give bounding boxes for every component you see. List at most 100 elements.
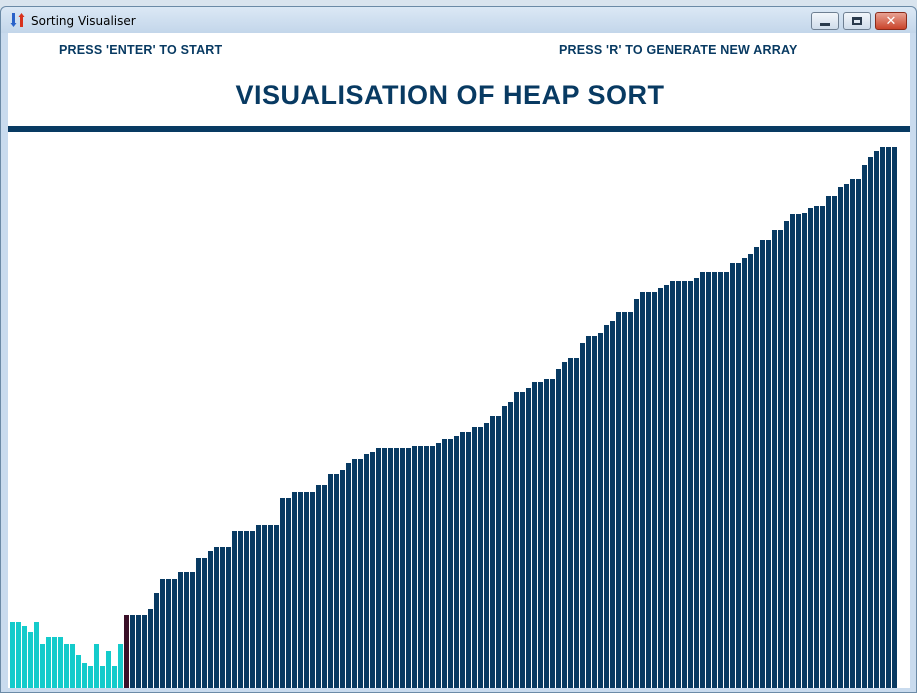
bar-sorted: [490, 416, 495, 688]
bar-sorted: [862, 165, 867, 688]
bar-sorted: [196, 558, 201, 688]
bar-sorted: [724, 272, 729, 688]
bar-unsorted: [106, 651, 111, 688]
bar-sorted: [316, 485, 321, 688]
bar-sorted: [268, 525, 273, 688]
bar-sorted: [814, 206, 819, 688]
bar-sorted: [394, 448, 399, 688]
bar-sorted: [136, 615, 141, 688]
bar-sorted: [682, 281, 687, 688]
bar-sorted: [376, 448, 381, 688]
bar-unsorted: [82, 663, 87, 688]
bar-sorted: [292, 492, 297, 688]
bar-sorted: [244, 531, 249, 688]
bar-unsorted: [52, 637, 57, 688]
bar-sorted: [628, 312, 633, 688]
bar-sorted: [412, 446, 417, 688]
close-button[interactable]: ✕: [875, 12, 907, 30]
bar-sorted: [856, 179, 861, 688]
bar-sorted: [322, 485, 327, 688]
bar-sorted: [538, 382, 543, 688]
bar-sorted: [418, 446, 423, 688]
bar-unsorted: [10, 622, 15, 688]
minimize-button[interactable]: [811, 12, 839, 30]
bar-sorted: [340, 470, 345, 688]
bar-sorted: [832, 196, 837, 688]
bar-sorted: [328, 474, 333, 688]
bar-unsorted: [112, 666, 117, 688]
bar-sorted: [850, 179, 855, 688]
bar-sorted: [400, 448, 405, 688]
bar-sorted: [736, 263, 741, 688]
bar-sorted: [514, 392, 519, 688]
bar-sorted: [382, 448, 387, 688]
bar-sorted: [718, 272, 723, 688]
bar-sorted: [694, 278, 699, 688]
bar-sorted: [664, 285, 669, 688]
bar-sorted: [742, 258, 747, 688]
page-title: VISUALISATION OF HEAP SORT: [235, 80, 665, 110]
bar-sorted: [430, 446, 435, 688]
bar-unsorted: [100, 666, 105, 688]
bar-sorted: [622, 312, 627, 688]
bar-sorted: [298, 492, 303, 688]
bar-sorted: [508, 402, 513, 688]
bar-sorted: [880, 147, 885, 688]
bar-sorted: [544, 379, 549, 688]
bar-sorted: [820, 206, 825, 688]
bar-sorted: [226, 547, 231, 688]
bar-sorted: [214, 547, 219, 688]
bar-sorted: [892, 147, 897, 688]
bar-unsorted: [22, 626, 27, 688]
minimize-icon: [820, 22, 830, 26]
bar-sorted: [766, 240, 771, 688]
bar-sorted: [280, 498, 285, 688]
bar-sorted: [442, 439, 447, 688]
bar-sorted: [808, 208, 813, 688]
bar-unsorted: [16, 622, 21, 688]
bar-sorted: [874, 151, 879, 688]
bar-sorted: [358, 459, 363, 688]
bar-sorted: [142, 615, 147, 688]
bar-sorted: [706, 272, 711, 688]
visualiser-canvas[interactable]: PRESS 'ENTER' TO START PRESS 'R' TO GENE…: [8, 33, 910, 688]
bar-sorted: [472, 427, 477, 688]
bar-sorted: [580, 343, 585, 688]
bar-sorted: [202, 558, 207, 688]
title-bar[interactable]: Sorting Visualiser ✕: [1, 7, 916, 33]
bar-sorted: [160, 579, 165, 688]
bar-sorted: [658, 288, 663, 688]
bar-unsorted: [88, 666, 93, 688]
bar-sorted: [502, 406, 507, 688]
bar-sorted: [688, 281, 693, 688]
bar-sorted: [484, 423, 489, 688]
bar-sorted: [574, 358, 579, 688]
bar-active: [124, 615, 129, 688]
bar-sorted: [634, 299, 639, 688]
bar-sorted: [256, 525, 261, 688]
bar-sorted: [250, 531, 255, 688]
bar-sorted: [208, 551, 213, 688]
bar-sorted: [844, 184, 849, 688]
bar-sorted: [406, 448, 411, 688]
bar-sorted: [778, 230, 783, 688]
bar-sorted: [346, 463, 351, 688]
close-icon: ✕: [885, 13, 897, 29]
bar-sorted: [838, 187, 843, 688]
sort-arrows-icon: [10, 13, 25, 27]
bar-sorted: [148, 609, 153, 688]
bar-sorted: [232, 531, 237, 688]
bar-sorted: [748, 254, 753, 688]
bar-unsorted: [76, 655, 81, 688]
bar-sorted: [286, 498, 291, 688]
bar-sorted: [790, 214, 795, 688]
bar-sorted: [586, 336, 591, 688]
bar-sorted: [454, 436, 459, 688]
bar-sorted: [130, 615, 135, 688]
bar-sorted: [646, 292, 651, 688]
bar-sorted: [370, 452, 375, 688]
bar-sorted: [550, 379, 555, 688]
bar-unsorted: [46, 637, 51, 688]
bar-sorted: [496, 416, 501, 688]
maximize-button[interactable]: [843, 12, 871, 30]
